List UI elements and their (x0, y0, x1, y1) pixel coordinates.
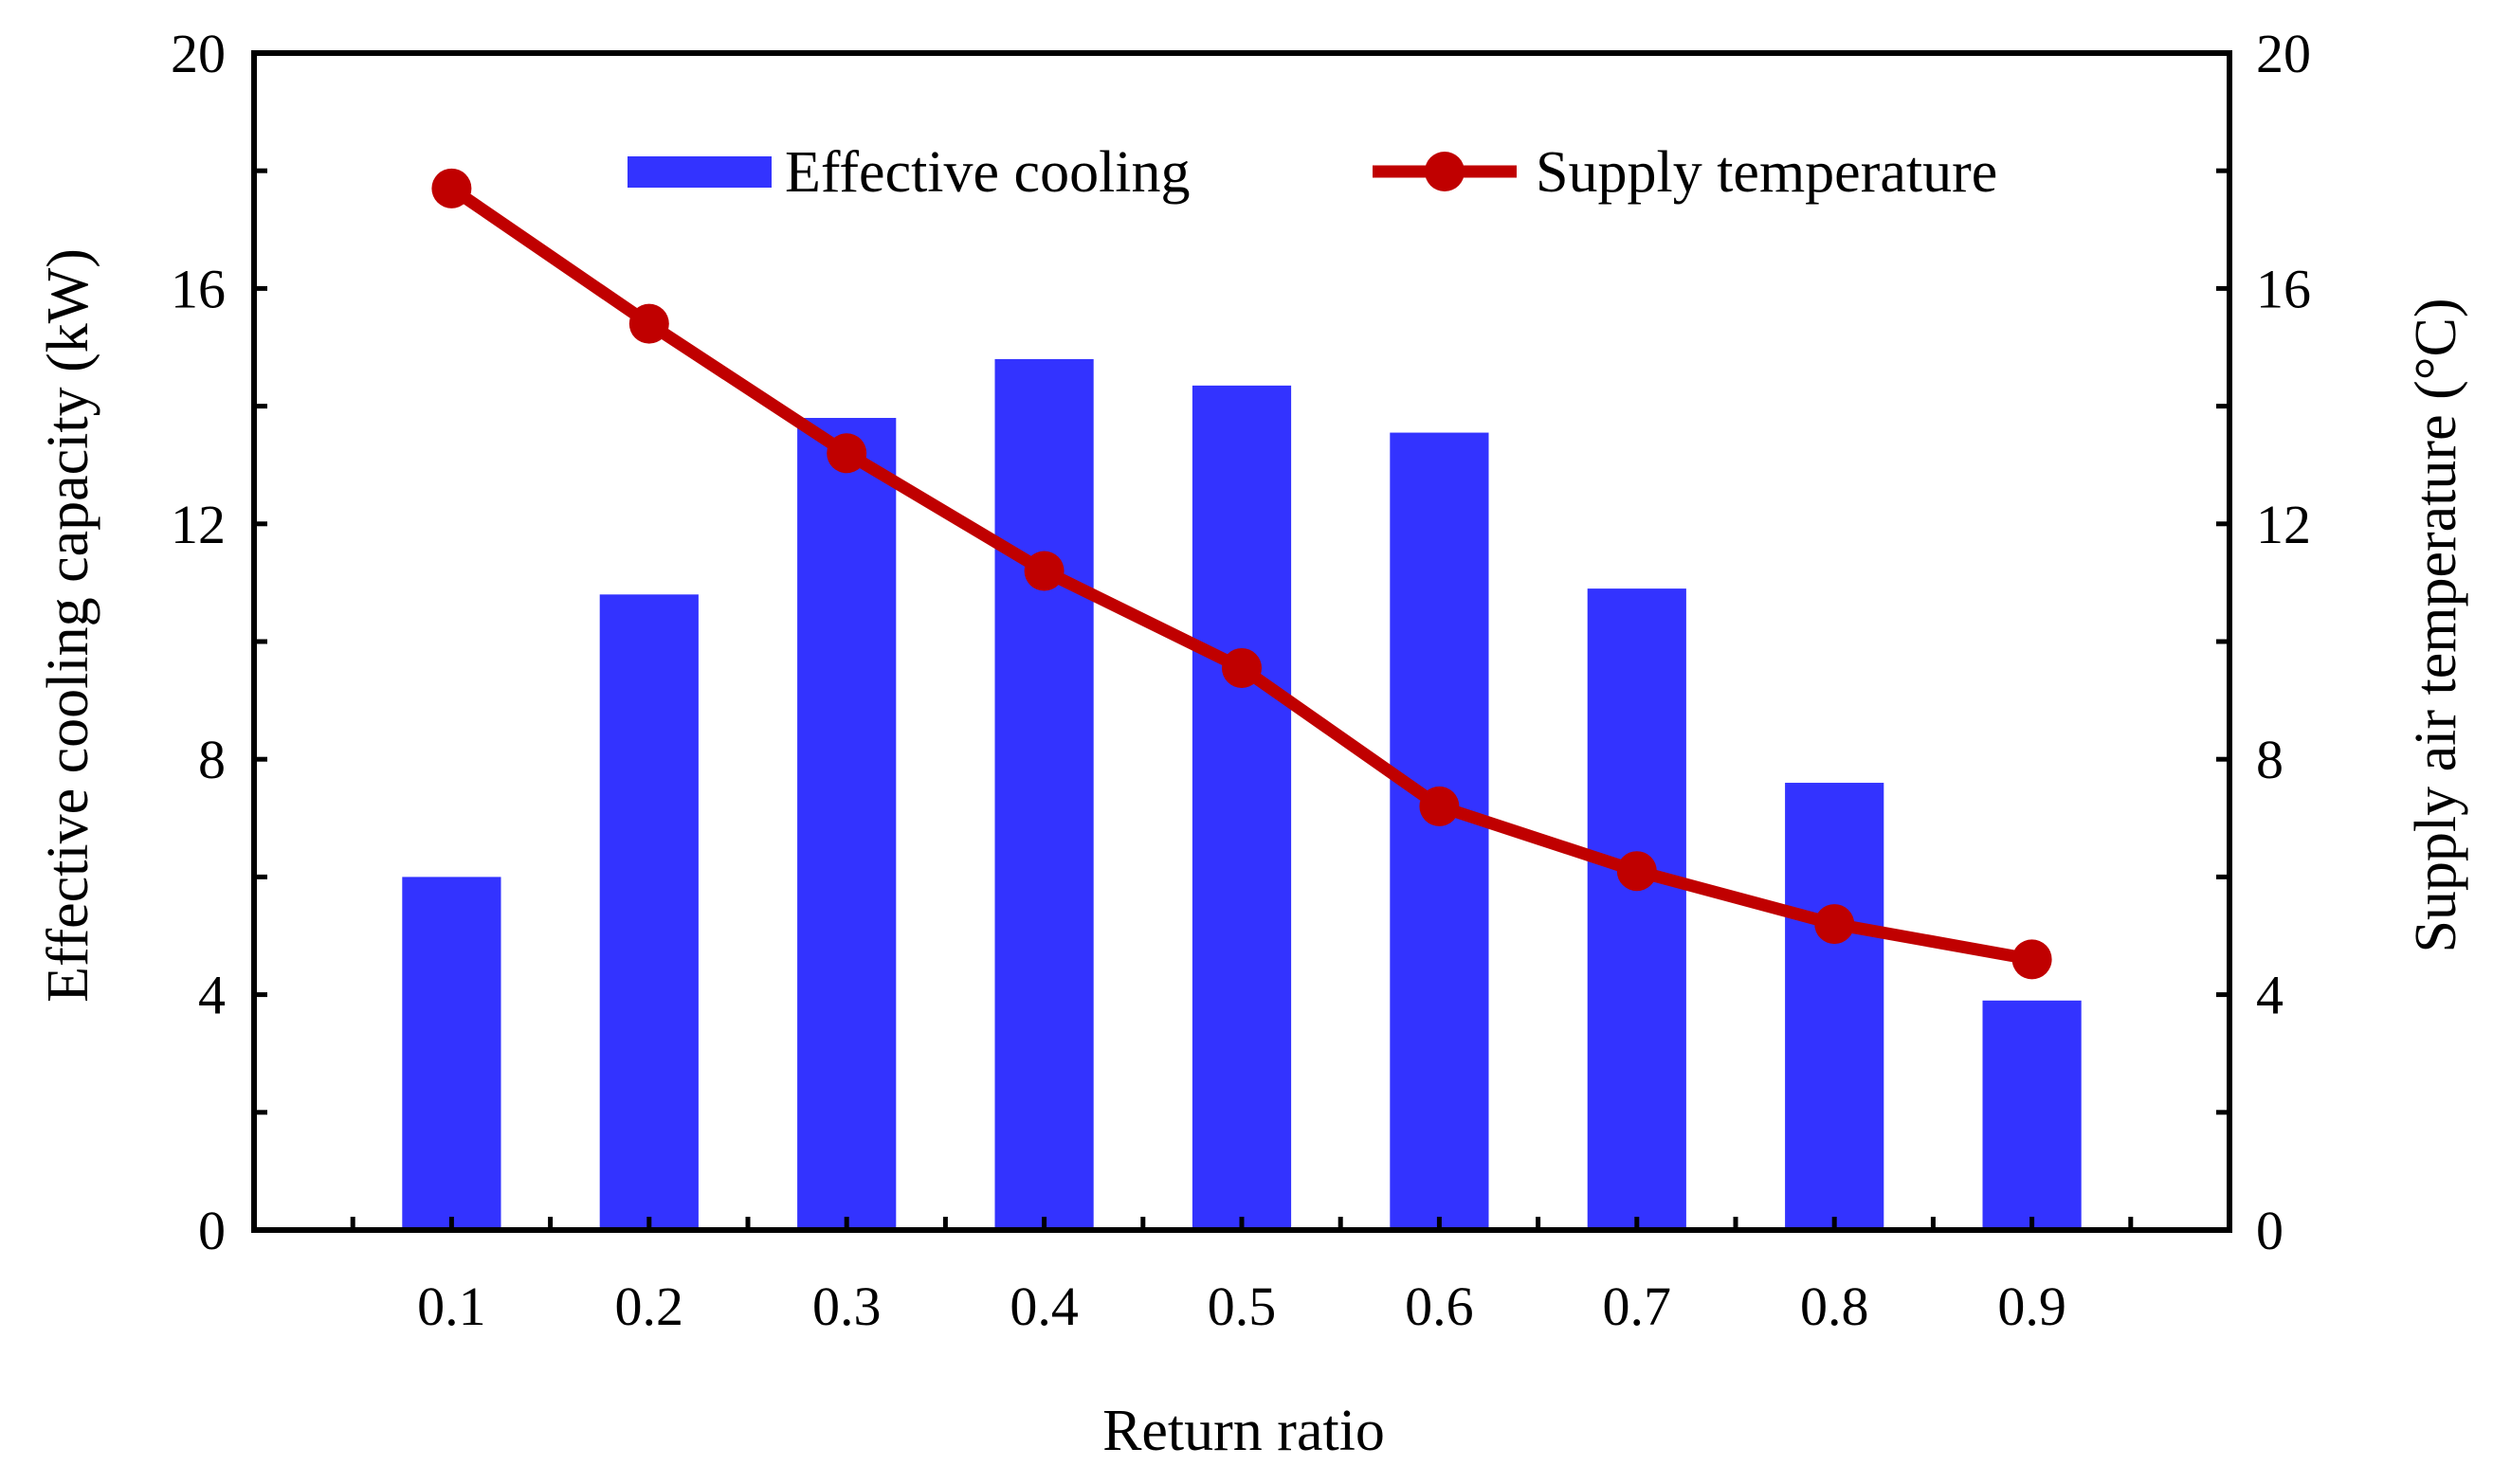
x-axis-title: Return ratio (1102, 1399, 1385, 1463)
x-tick-label: 0.4 (1010, 1276, 1079, 1337)
right-y-tick-labels: 0 4 8 12 16 20 (2256, 23, 2311, 1261)
axes (251, 50, 2232, 1233)
point-0.8 (1814, 904, 1855, 945)
right-y-tick-label: 4 (2256, 965, 2284, 1026)
left-y-tick-label: 8 (198, 729, 226, 790)
legend-label-supply-temperature: Supply temperature (1536, 140, 1997, 205)
left-y-tick-label: 0 (198, 1200, 226, 1261)
legend-label-effective-cooling: Effective cooling (785, 140, 1191, 205)
x-tick-label: 0.7 (1603, 1276, 1672, 1337)
point-0.6 (1419, 786, 1460, 826)
bar-0.6 (1390, 432, 1489, 1230)
x-tick-label: 0.8 (1800, 1276, 1869, 1337)
left-y-tick-label: 20 (171, 23, 226, 84)
left-y-tick-labels: 0 4 8 12 16 20 (171, 23, 226, 1261)
bar-0.1 (402, 877, 501, 1230)
bar-0.2 (599, 594, 699, 1230)
x-tick-labels: 0.1 0.2 0.3 0.4 0.5 0.6 0.7 0.8 0.9 (417, 1276, 2066, 1337)
x-tick-label: 0.9 (1997, 1276, 2066, 1337)
left-y-axis-title: Effective cooling capacity (kW) (36, 248, 100, 1003)
bar-0.7 (1587, 588, 1686, 1230)
legend-swatch-effective-cooling (628, 156, 772, 188)
bar-0.9 (1982, 1000, 2082, 1230)
right-y-tick-label: 8 (2256, 729, 2284, 790)
bar-0.5 (1192, 385, 1292, 1230)
bar-0.4 (994, 358, 1094, 1230)
point-0.4 (1024, 551, 1065, 591)
left-y-tick-label: 12 (171, 494, 226, 555)
point-0.1 (431, 168, 472, 208)
legend-marker-supply-temperature (1425, 152, 1465, 191)
bar-0.8 (1785, 783, 1884, 1230)
x-tick-label: 0.1 (417, 1276, 486, 1337)
x-tick-label: 0.5 (1208, 1276, 1277, 1337)
bar-0.3 (797, 418, 897, 1230)
right-y-tick-label: 12 (2256, 494, 2311, 555)
right-y-tick-label: 20 (2256, 23, 2311, 84)
x-tick-label: 0.3 (812, 1276, 882, 1337)
line-series-supply-temperature (431, 168, 2052, 980)
point-0.7 (1616, 851, 1657, 892)
right-y-tick-label: 16 (2256, 258, 2311, 319)
point-0.5 (1222, 647, 1262, 688)
point-0.2 (628, 303, 669, 344)
left-y-tick-label: 4 (198, 965, 226, 1026)
point-0.3 (827, 433, 867, 474)
right-y-tick-label: 0 (2256, 1200, 2284, 1261)
left-y-tick-label: 16 (171, 258, 226, 319)
x-tick-label: 0.6 (1405, 1276, 1474, 1337)
x-tick-label: 0.2 (615, 1276, 684, 1337)
bar-series-effective-cooling (402, 358, 2082, 1230)
legend: Effective cooling Supply temperature (628, 140, 1997, 205)
point-0.9 (2011, 939, 2052, 980)
right-y-axis-title: Supply air temperature (°C) (2404, 298, 2468, 952)
